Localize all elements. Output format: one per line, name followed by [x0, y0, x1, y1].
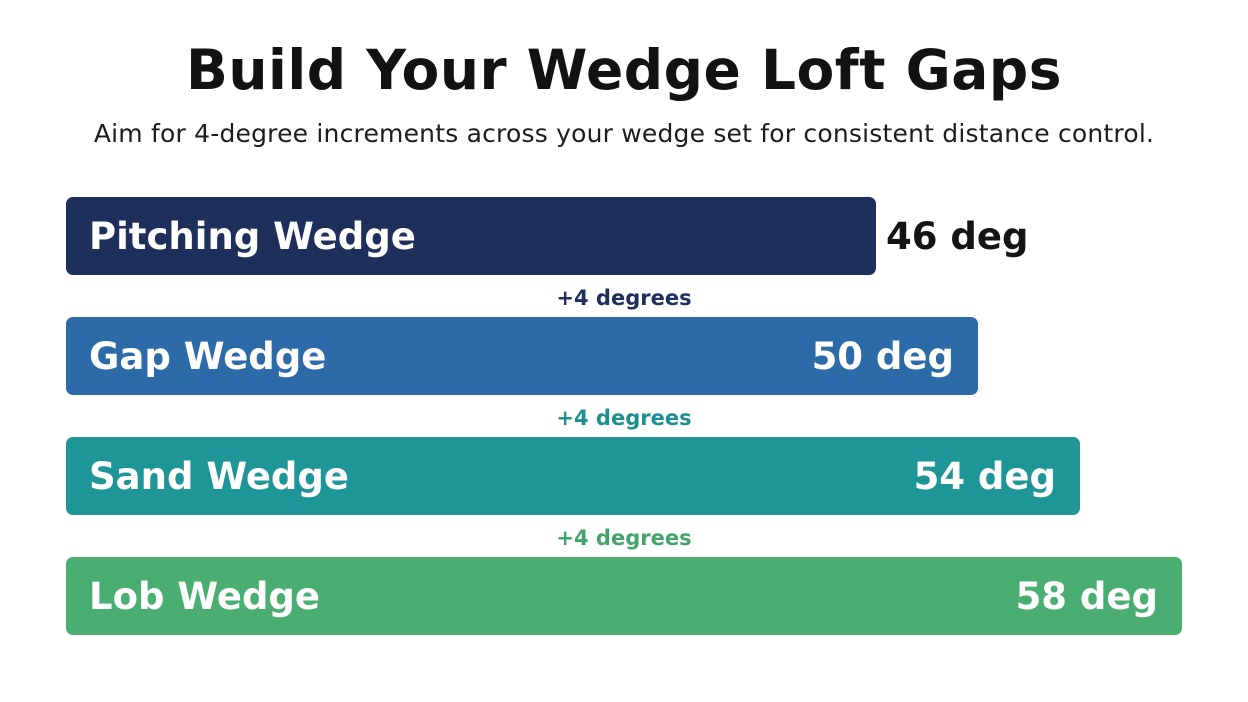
- bar-label-pitching-wedge: Pitching Wedge: [89, 215, 416, 258]
- bar-pitching-wedge: [66, 197, 876, 275]
- bar-label-gap-wedge: Gap Wedge: [89, 335, 326, 378]
- value-label-sand-wedge: 54 deg: [914, 455, 1056, 498]
- bar-sand-wedge: [66, 437, 1080, 515]
- bar-gap-wedge: [66, 317, 978, 395]
- page-subtitle: Aim for 4-degree increments across your …: [93, 119, 1155, 148]
- gap-label: +4 degrees: [556, 526, 691, 550]
- bar-label-sand-wedge: Sand Wedge: [89, 455, 349, 498]
- gap-label: +4 degrees: [556, 406, 691, 430]
- gap-label: +4 degrees: [556, 286, 691, 310]
- bar-lob-wedge: [66, 557, 1182, 635]
- page-title: Build Your Wedge Loft Gaps: [185, 38, 1063, 102]
- value-label-pitching-wedge: 46 deg: [886, 215, 1028, 258]
- value-label-lob-wedge: 58 deg: [1016, 575, 1158, 618]
- bar-label-lob-wedge: Lob Wedge: [89, 575, 320, 618]
- value-label-gap-wedge: 50 deg: [812, 335, 954, 378]
